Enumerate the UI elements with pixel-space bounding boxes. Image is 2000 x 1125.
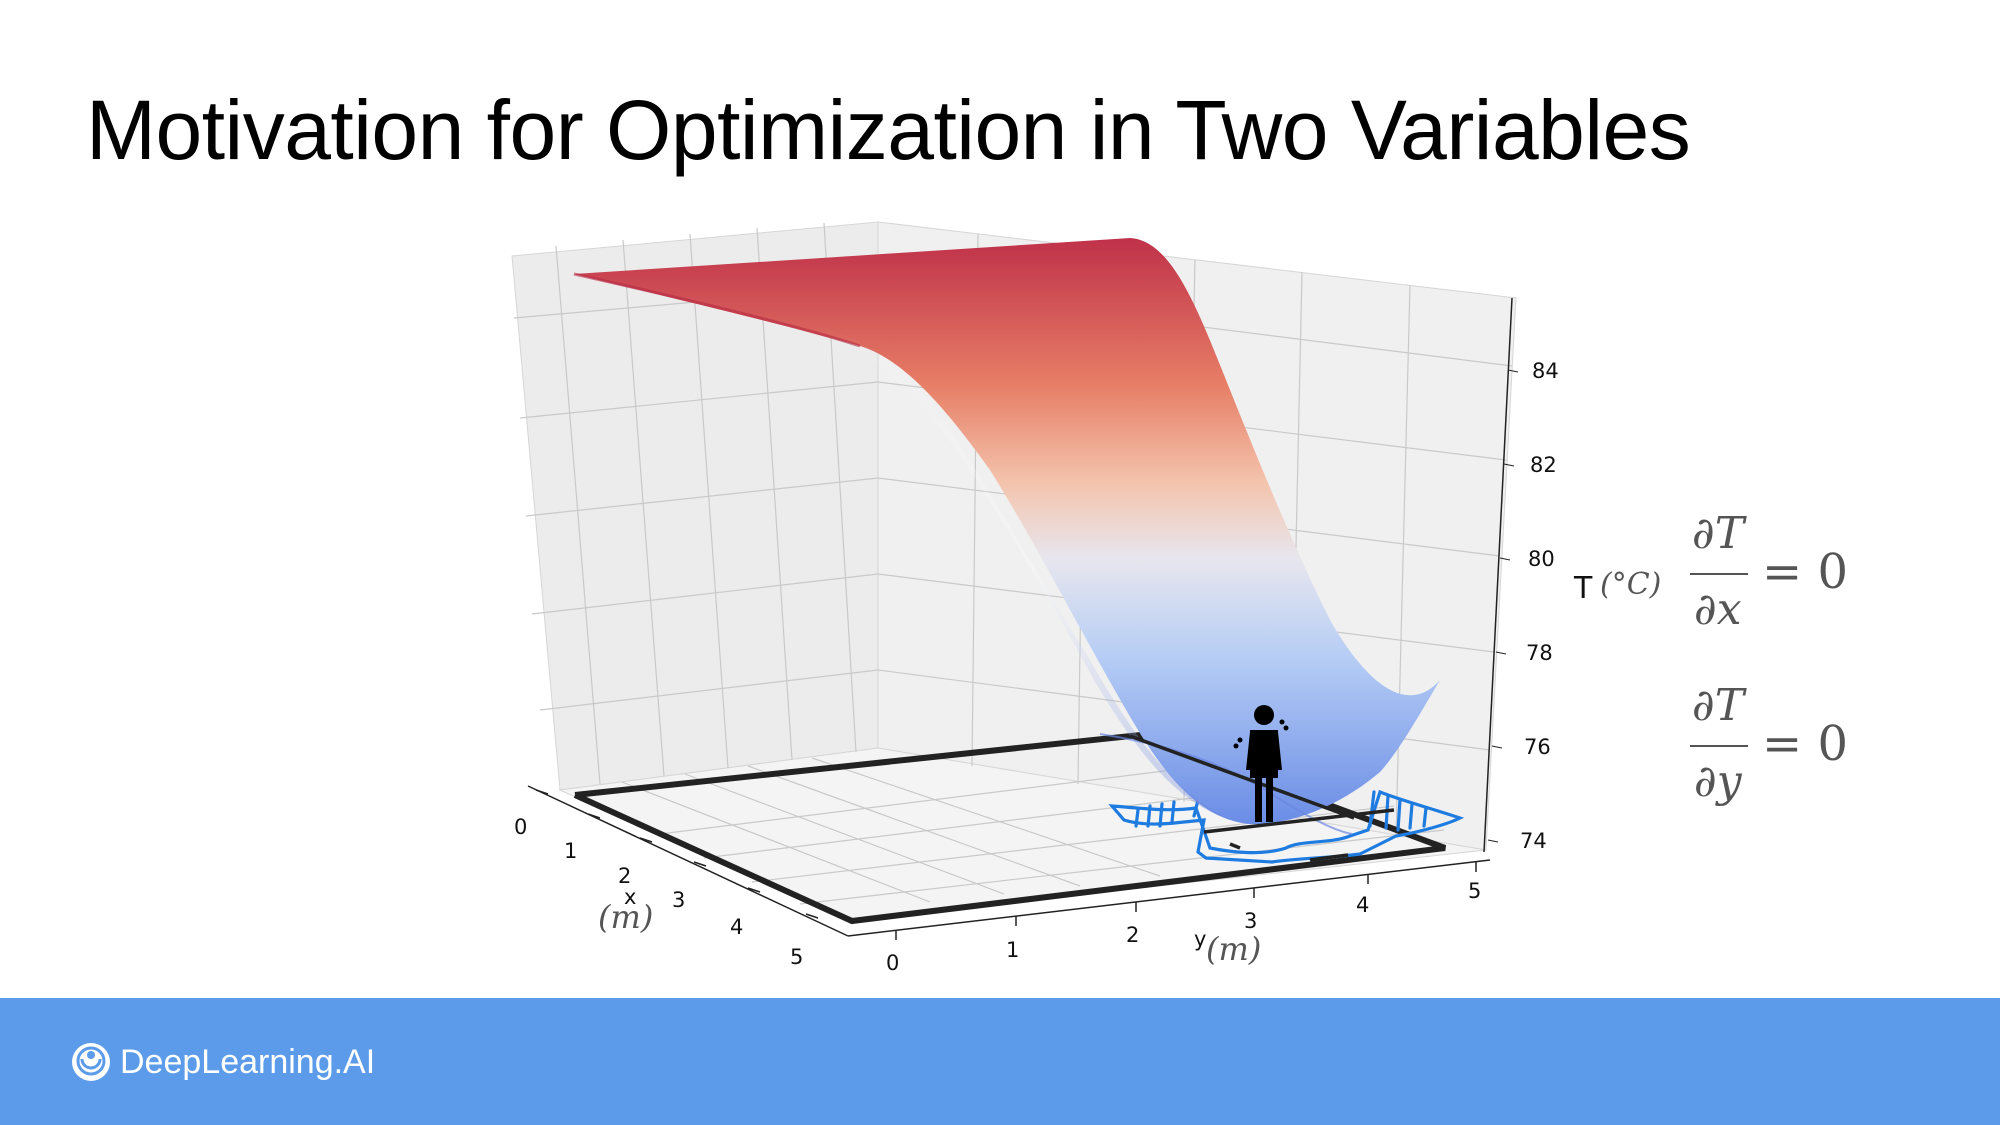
y-tick-3: 3 bbox=[1244, 909, 1257, 933]
sweat-drops-icon bbox=[1233, 719, 1289, 749]
y-unit-label: (m) bbox=[1206, 930, 1261, 968]
y-axis-label: y bbox=[1194, 927, 1206, 951]
front-edge bbox=[573, 272, 861, 348]
x-tick-1: 1 bbox=[564, 839, 577, 863]
x-tick-2: 2 bbox=[618, 864, 631, 888]
z-axis-label: T bbox=[1573, 571, 1593, 606]
surface-plot: 74 76 78 80 82 84 0 1 2 3 4 5 0 1 2 3 4 … bbox=[511, 221, 1848, 975]
y-tick-5: 5 bbox=[1468, 879, 1481, 903]
x-tick-0: 0 bbox=[514, 815, 527, 839]
z-tick-80: 80 bbox=[1528, 547, 1555, 571]
z-tick-76: 76 bbox=[1524, 735, 1551, 759]
eq1-equals: = 0 bbox=[1762, 544, 1848, 600]
deeplearning-logo-icon bbox=[72, 1043, 110, 1081]
y-tick-4: 4 bbox=[1356, 893, 1369, 917]
y-tick-1: 1 bbox=[1006, 938, 1019, 962]
partial-x-equation: ∂T ∂x = 0 bbox=[1690, 508, 1848, 635]
surface-body bbox=[574, 238, 1440, 825]
footer-bar: DeepLearning.AI bbox=[0, 998, 2000, 1125]
eq2-equals: = 0 bbox=[1762, 716, 1848, 772]
y-tick-0: 0 bbox=[886, 951, 899, 975]
z-unit-label: (°C) bbox=[1600, 567, 1661, 602]
floor-markers bbox=[1129, 734, 1395, 862]
z-tick-78: 78 bbox=[1526, 641, 1553, 665]
x-tick-4: 4 bbox=[730, 915, 743, 939]
brand: DeepLearning.AI bbox=[70, 1040, 375, 1084]
x-unit-label: (m) bbox=[598, 898, 653, 936]
eq2-denominator: ∂y bbox=[1694, 756, 1743, 807]
x-axis-label: x bbox=[624, 885, 636, 909]
partial-y-equation: ∂T ∂y = 0 bbox=[1690, 680, 1848, 807]
slide-title: Motivation for Optimization in Two Varia… bbox=[86, 83, 1691, 177]
eq1-denominator: ∂x bbox=[1694, 584, 1742, 635]
x-tick-3: 3 bbox=[672, 888, 685, 912]
eq2-numerator: ∂T bbox=[1692, 680, 1748, 731]
z-tick-74: 74 bbox=[1520, 829, 1547, 853]
z-tick-82: 82 bbox=[1530, 453, 1557, 477]
brand-name: DeepLearning.AI bbox=[120, 1042, 376, 1081]
z-axis bbox=[1483, 297, 1519, 853]
eq1-numerator: ∂T bbox=[1692, 508, 1748, 559]
z-tick-84: 84 bbox=[1532, 359, 1559, 383]
y-tick-2: 2 bbox=[1126, 923, 1139, 947]
person-icon bbox=[1246, 705, 1282, 822]
base-frame bbox=[573, 731, 1447, 925]
x-tick-5: 5 bbox=[790, 945, 803, 969]
